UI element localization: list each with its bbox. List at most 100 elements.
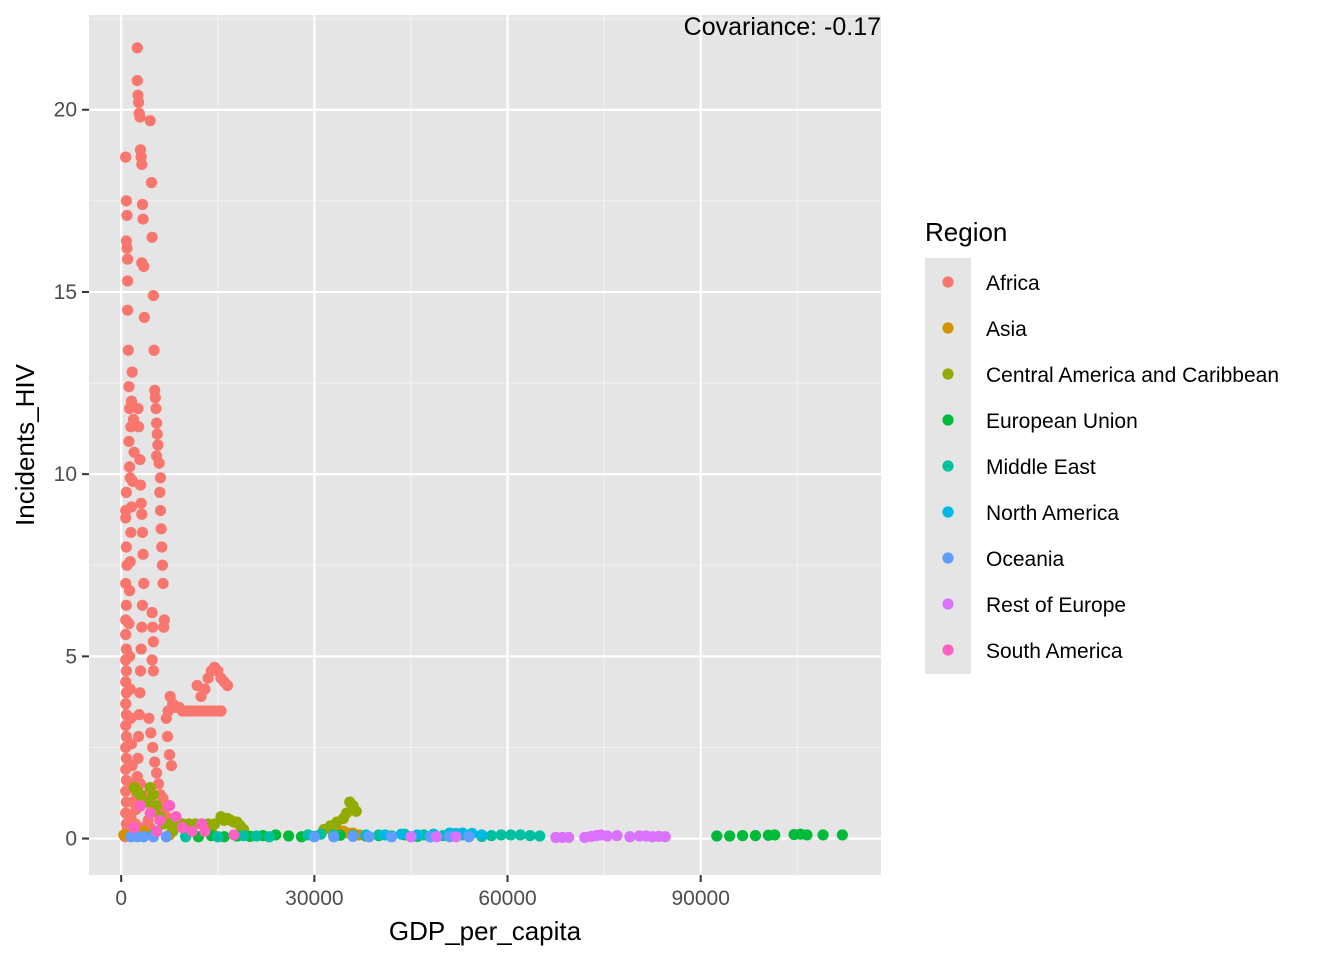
data-point-middle-east [524, 830, 536, 842]
data-point-oceania [463, 831, 475, 843]
legend-key-rest-of-europe [942, 598, 954, 610]
data-point-africa [147, 621, 159, 633]
data-point-africa [123, 381, 135, 393]
data-point-european-union [801, 829, 813, 841]
y-tick-label: 15 [54, 281, 77, 304]
data-point-oceania [138, 831, 150, 843]
data-point-africa [135, 497, 147, 509]
data-point-africa [136, 599, 149, 611]
data-point-north-america [476, 829, 488, 841]
data-point-africa [123, 461, 136, 473]
data-point-south-america [163, 800, 176, 812]
legend-label-asia: Asia [986, 318, 1027, 341]
data-point-africa [158, 621, 170, 633]
data-point-africa [122, 304, 134, 316]
data-point-rest-of-europe [563, 831, 575, 844]
data-point-africa [150, 402, 162, 415]
data-point-middle-east [263, 831, 275, 843]
data-point-central-america-and-caribbean [151, 800, 163, 812]
data-point-south-america [176, 822, 188, 834]
data-point-africa [147, 289, 159, 302]
data-point-africa [123, 435, 135, 447]
data-point-africa [132, 730, 145, 743]
data-point-africa [122, 253, 134, 265]
data-point-south-america [134, 800, 147, 812]
data-point-european-union [736, 830, 749, 842]
data-point-africa [138, 260, 150, 273]
data-point-middle-east [237, 830, 250, 842]
data-point-africa [120, 486, 132, 498]
data-point-africa [151, 428, 163, 440]
data-point-africa [132, 421, 145, 433]
x-tick-label: 60000 [478, 887, 536, 910]
data-point-south-america [151, 825, 163, 837]
data-point-africa [199, 683, 211, 695]
legend: Region Africa Asia Central America and Car… [925, 217, 1279, 674]
data-point-africa [131, 74, 143, 87]
legend-key-south-america [942, 644, 954, 656]
data-point-africa [120, 599, 132, 611]
data-point-africa [124, 556, 136, 568]
y-tick-label: 0 [65, 828, 77, 851]
data-point-africa [155, 523, 167, 535]
data-point-africa [149, 756, 161, 768]
data-point-oceania [363, 831, 375, 843]
legend-label-european-union: European Union [986, 410, 1138, 433]
data-point-africa [147, 741, 159, 754]
data-point-oceania [308, 831, 320, 843]
data-point-africa [122, 275, 134, 287]
data-point-africa [131, 42, 143, 54]
data-point-africa [165, 760, 178, 772]
data-point-africa [121, 242, 133, 254]
data-point-european-union [724, 830, 736, 842]
data-point-middle-east [505, 829, 517, 841]
data-point-middle-east [534, 830, 546, 842]
data-point-central-america-and-caribbean [350, 805, 362, 817]
data-point-africa [136, 508, 148, 520]
data-point-africa [154, 504, 167, 517]
data-point-africa [123, 585, 136, 597]
data-point-africa [151, 767, 163, 779]
data-point-africa [120, 151, 132, 163]
data-point-africa [125, 738, 138, 750]
legend-entries: Africa Asia Central America and Caribbean E… [942, 272, 1279, 663]
data-point-oceania [328, 831, 340, 843]
data-point-africa [154, 472, 167, 484]
data-point-africa [152, 439, 164, 451]
legend-key-middle-east [942, 460, 954, 472]
data-point-south-america [228, 829, 240, 841]
data-point-africa [134, 111, 146, 123]
data-point-africa [147, 636, 159, 648]
data-point-european-union [769, 829, 781, 841]
data-point-africa [147, 665, 159, 677]
covariance-annotation: Covariance: -0.17 [684, 13, 881, 41]
data-point-rest-of-europe [601, 830, 613, 842]
data-point-south-america [128, 822, 140, 834]
data-points [118, 42, 848, 844]
data-point-africa [120, 785, 132, 797]
legend-key-oceania [942, 552, 954, 564]
data-point-africa [120, 541, 132, 553]
data-point-oceania [386, 831, 398, 843]
data-point-africa [138, 577, 150, 590]
data-point-africa [146, 654, 158, 666]
data-point-rest-of-europe [611, 830, 623, 842]
data-point-africa [143, 712, 155, 724]
data-point-middle-east [514, 829, 527, 841]
data-point-south-america [199, 825, 211, 837]
data-point-africa [138, 311, 150, 324]
data-point-rest-of-europe [659, 831, 671, 843]
data-point-africa [154, 486, 166, 498]
data-point-rest-of-europe [624, 831, 636, 843]
data-point-africa [149, 392, 161, 404]
data-point-rest-of-europe [450, 831, 462, 843]
data-point-africa [125, 526, 137, 539]
data-point-rest-of-europe [405, 831, 417, 843]
y-tick-label: 20 [54, 99, 77, 122]
data-point-africa [136, 198, 149, 211]
legend-label-south-america: South America [986, 640, 1123, 663]
data-point-africa [163, 749, 176, 761]
data-point-africa [145, 727, 157, 739]
